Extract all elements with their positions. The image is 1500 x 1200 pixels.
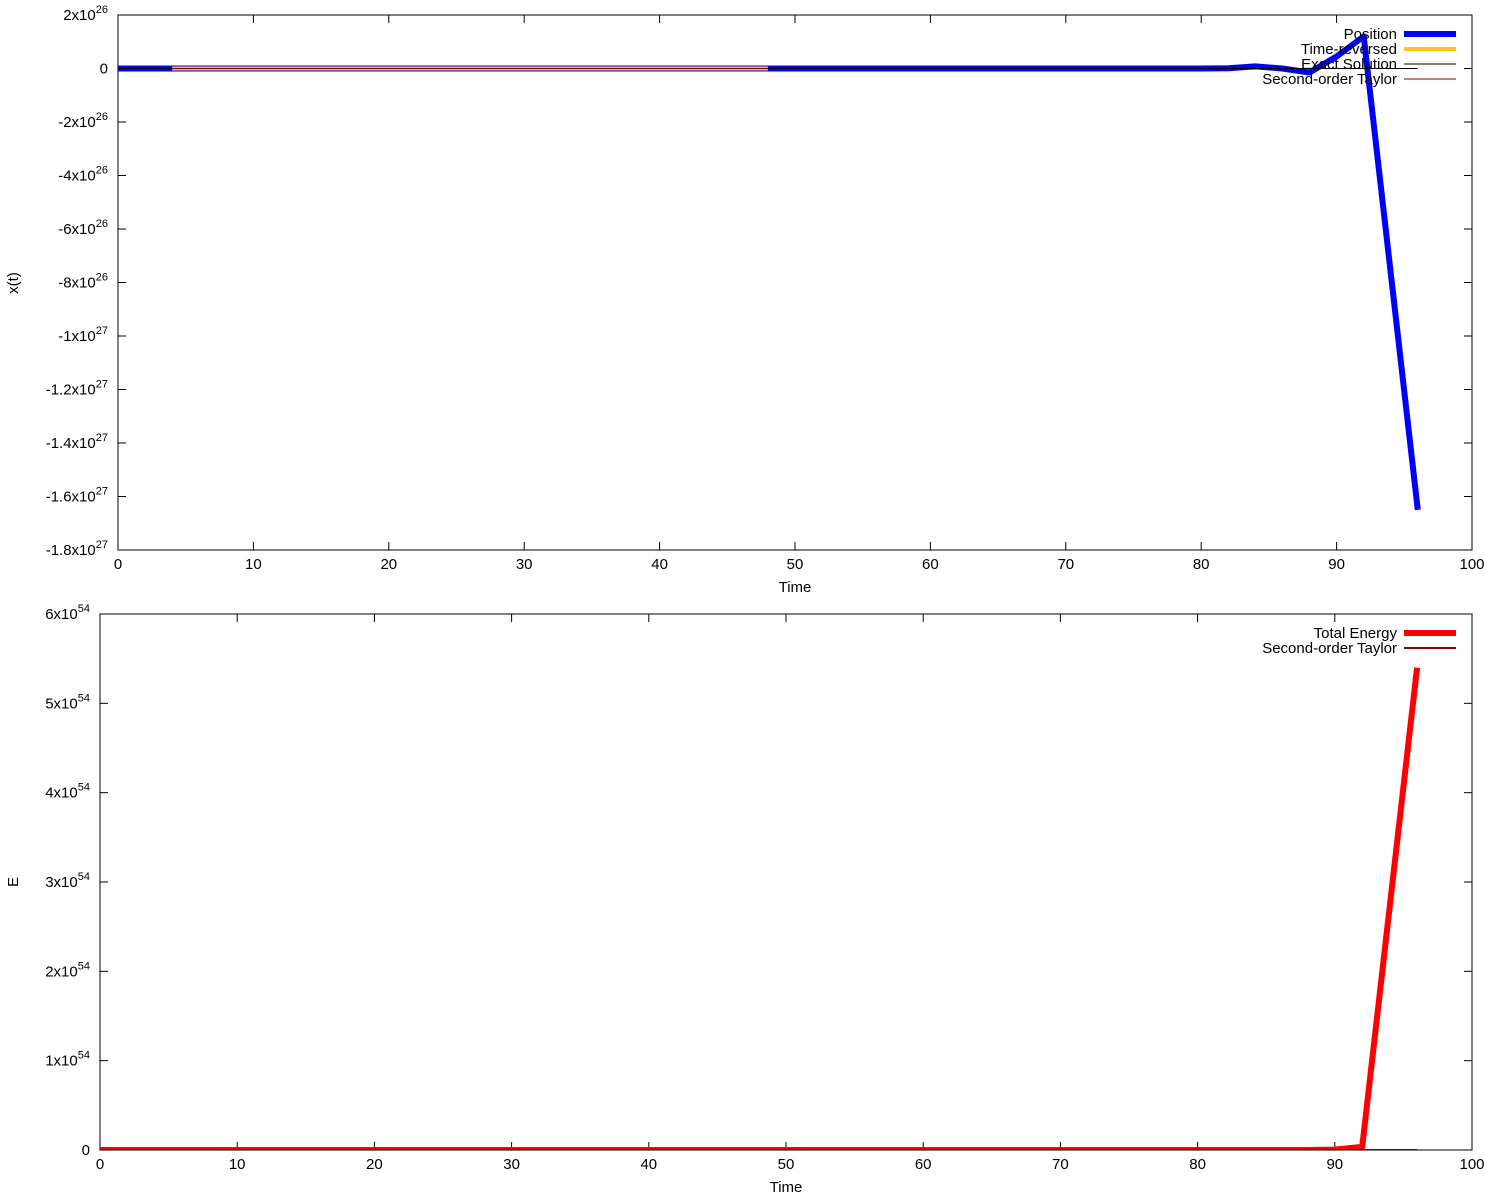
x-tick-label: 80 — [1193, 556, 1210, 573]
y-tick-label: 0 — [100, 61, 108, 78]
y-tick-label: -8x1026 — [58, 272, 108, 292]
legend-label: Second-order Taylor — [1262, 640, 1397, 657]
x-tick-label: 90 — [1326, 1156, 1343, 1173]
x-tick-label: 100 — [1459, 1156, 1484, 1173]
y-axis-label: x(t) — [5, 272, 22, 294]
y-tick-label: 4x1054 — [45, 782, 90, 802]
x-tick-label: 0 — [114, 556, 122, 573]
y-tick-label: 2x1026 — [63, 4, 108, 24]
legend-label: Position — [1344, 26, 1397, 43]
y-tick-label: -1.8x1027 — [46, 539, 108, 559]
y-tick-label: -1.2x1027 — [46, 379, 108, 399]
y-tick-label: -6x1026 — [58, 218, 108, 238]
y-tick-label: -4x1026 — [58, 165, 108, 185]
x-tick-label: 10 — [245, 556, 262, 573]
plot-frame — [117, 14, 1473, 551]
x-tick-label: 90 — [1328, 556, 1345, 573]
x-tick-label: 20 — [366, 1156, 383, 1173]
y-tick-label: 5x1054 — [45, 692, 90, 712]
x-tick-label: 80 — [1189, 1156, 1206, 1173]
x-tick-label: 40 — [640, 1156, 657, 1173]
x-tick-label: 60 — [922, 556, 939, 573]
legend-label: Total Energy — [1314, 625, 1398, 642]
legend-label: Time-reversed — [1301, 41, 1397, 58]
plot-frame — [99, 613, 1473, 1151]
x-axis-label: Time — [779, 579, 812, 596]
y-tick-label: -1x1027 — [58, 325, 108, 345]
x-tick-label: 40 — [651, 556, 668, 573]
y-tick-label: 1x1054 — [45, 1050, 90, 1070]
y-axis-label: E — [5, 877, 22, 887]
x-tick-label: 30 — [516, 556, 533, 573]
y-tick-label: 6x1054 — [45, 603, 90, 623]
x-tick-label: 20 — [380, 556, 397, 573]
x-tick-label: 100 — [1459, 556, 1484, 573]
series-line-position — [118, 33, 1421, 511]
y-tick-label: -2x1026 — [58, 111, 108, 131]
x-tick-label: 0 — [96, 1156, 104, 1173]
chart-1: 0 10 20 30 40 50 60 70 80 90 100 2x1026 0 -2x1026 -4x1… — [5, 4, 1485, 596]
y-tick-label: -1.4x1027 — [46, 432, 108, 452]
x-tick-label: 50 — [787, 556, 804, 573]
x-tick-label: 70 — [1057, 556, 1074, 573]
legend-label: Exact Solution — [1301, 56, 1397, 73]
x-tick-label: 60 — [915, 1156, 932, 1173]
x-axis-label: Time — [770, 1179, 803, 1196]
y-tick-label: -1.6x1027 — [46, 486, 108, 506]
y-tick-label: 0 — [82, 1142, 90, 1159]
series-line-total-energy — [100, 667, 1421, 1150]
y-tick-label: 3x1054 — [45, 871, 90, 891]
x-tick-label: 70 — [1052, 1156, 1069, 1173]
x-tick-label: 30 — [503, 1156, 520, 1173]
x-tick-label: 10 — [229, 1156, 246, 1173]
chart-2: 0 10 20 30 40 50 60 70 80 90 100 0 1x1054 2x1054 3x105… — [5, 603, 1485, 1196]
legend-label: Second-order Taylor — [1262, 71, 1397, 88]
x-tick-label: 50 — [778, 1156, 795, 1173]
y-tick-label: 2x1054 — [45, 960, 90, 980]
